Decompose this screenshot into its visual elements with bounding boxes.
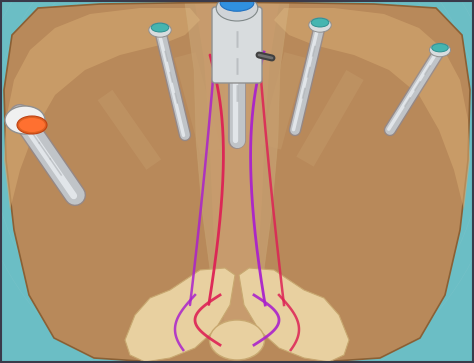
Ellipse shape [216,0,258,21]
Bar [225,45,249,135]
Bar [260,52,306,150]
Ellipse shape [210,320,264,360]
Polygon shape [274,8,470,210]
Ellipse shape [17,116,47,134]
Polygon shape [185,4,289,358]
Ellipse shape [151,23,169,32]
Ellipse shape [220,0,254,11]
Bar [296,70,364,167]
Ellipse shape [311,18,329,27]
Ellipse shape [429,43,450,57]
FancyBboxPatch shape [212,7,262,83]
Ellipse shape [149,23,171,37]
Ellipse shape [309,18,331,32]
Polygon shape [239,268,349,362]
Polygon shape [195,4,279,355]
Ellipse shape [19,118,45,132]
Polygon shape [4,8,200,210]
Ellipse shape [5,106,45,134]
Polygon shape [4,2,470,363]
Ellipse shape [432,44,448,52]
Bar [174,52,221,154]
Bar [98,90,161,170]
Polygon shape [125,268,235,362]
